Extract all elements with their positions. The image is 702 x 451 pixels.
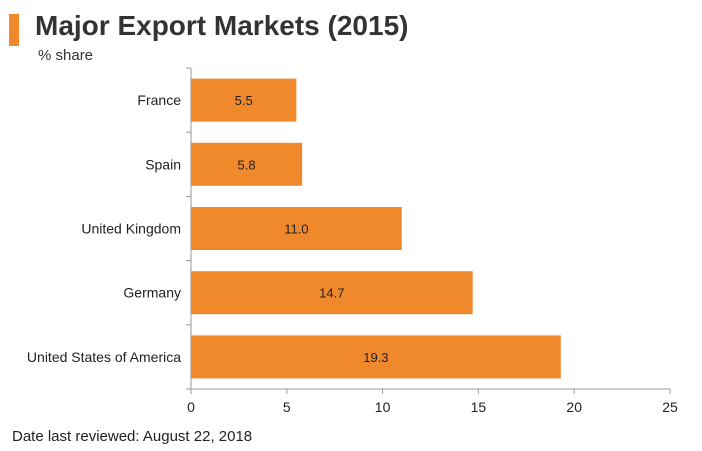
date-last-reviewed: Date last reviewed: August 22, 2018 [12,428,253,445]
x-tick-label: 5 [283,399,291,415]
bar-france [191,78,297,122]
value-label: 19.3 [363,350,388,365]
category-label: France [137,92,181,108]
value-label: 11.0 [284,222,308,237]
x-tick-label: 25 [662,399,678,415]
bar-united-kingdom [191,207,402,250]
category-label: Spain [145,156,181,172]
x-tick-label: 10 [375,399,391,415]
value-label: 5.5 [235,93,253,108]
x-tick-label: 20 [566,399,582,415]
bar-germany [191,271,473,315]
category-label: United States of America [27,349,181,365]
bar-spain [191,142,303,186]
bar-united-states-of-america [191,335,561,379]
chart-subtitle: % share [38,47,94,64]
category-label: United Kingdom [81,221,181,237]
chart-title: Major Export Markets (2015) [35,10,409,41]
title-accent-bar [9,14,19,46]
category-label: Germany [123,285,181,301]
x-tick-label: 0 [187,399,195,415]
x-tick-label: 15 [471,399,487,415]
value-label: 14.7 [319,286,344,301]
value-label: 5.8 [238,157,256,172]
